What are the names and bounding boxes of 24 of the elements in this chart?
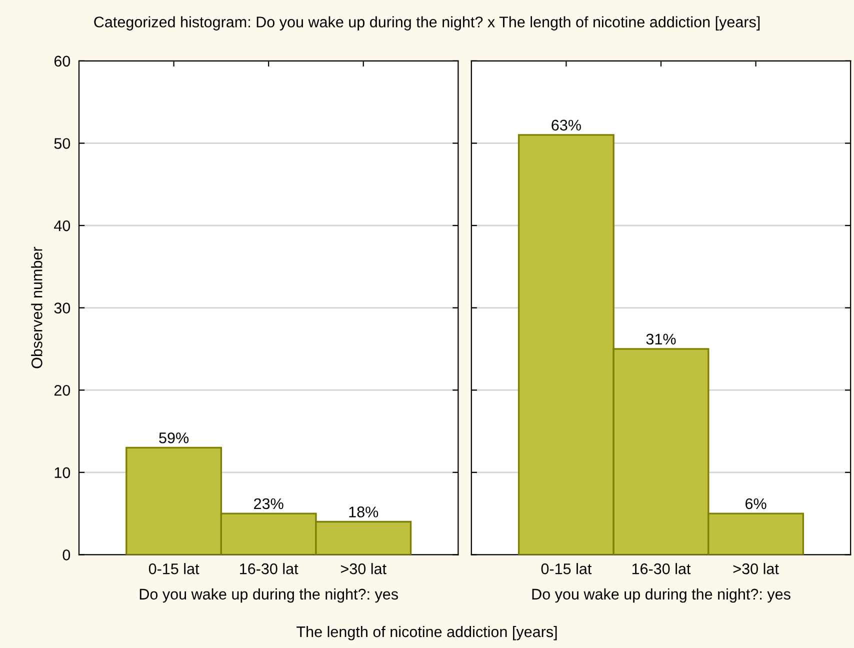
annotation: 31%: [646, 334, 676, 345]
x-tick-label: >30 lat: [340, 563, 386, 574]
x-tick-label: 16-30 lat: [240, 563, 298, 574]
y-axis-title: Observed number: [31, 246, 42, 368]
y-tick-label: 50: [54, 138, 70, 149]
annotation: 59%: [159, 432, 189, 444]
y-tick-label: 0: [62, 550, 70, 560]
x-tick-label: 0-15 lat: [148, 563, 200, 574]
text: The length of nicotine addiction [years]: [296, 626, 557, 640]
y-tick-label: 30: [54, 302, 70, 314]
annotation: 18%: [349, 506, 378, 518]
y-tick-label: 10: [54, 467, 70, 478]
x-tick-label: 0-15 lat: [541, 563, 592, 574]
annotation: 63%: [552, 120, 581, 131]
chart-title: Categorized histogram: Do you wake up during the night? x The length of nicotine addiction [years]: [94, 16, 760, 30]
x-axis-title: Do you wake up during the night?: yes: [140, 588, 398, 603]
x-axis-title: Do you wake up during the night?: yes: [532, 588, 790, 603]
x-tick-label: >30 lat: [733, 563, 779, 574]
annotation: 23%: [254, 498, 284, 510]
x-tick-label: 16-30 lat: [632, 563, 691, 574]
annotation: 6%: [746, 498, 766, 510]
y-tick-label: 60: [54, 56, 70, 67]
y-tick-label: 40: [54, 220, 70, 232]
y-tick-label: 20: [54, 384, 70, 396]
